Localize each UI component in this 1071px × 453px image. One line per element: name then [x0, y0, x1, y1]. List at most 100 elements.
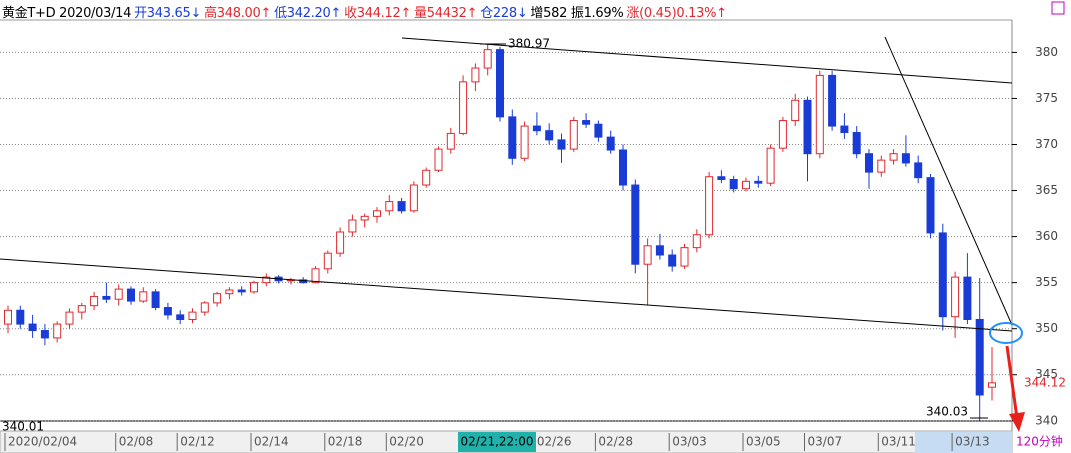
plot-layer: 340 345 350 355 360 365 370 375 380 2020/02/04 02/… [0, 43, 1058, 451]
candle-body [692, 234, 701, 249]
candle-body [668, 254, 677, 267]
y-tick-label: 340 [1035, 413, 1058, 427]
candle-body [114, 288, 123, 300]
candle-body [200, 302, 209, 313]
candle-body [397, 201, 406, 212]
candle-body [889, 153, 898, 161]
candle-body [262, 276, 271, 284]
y-tick-label: 350 [1035, 321, 1058, 335]
candle-body [508, 116, 517, 159]
header-segment: 仓228↓ [480, 6, 528, 21]
candle-body [778, 120, 787, 149]
candle-body [631, 184, 640, 265]
x-tick-label: 2020/02/04 [8, 435, 77, 449]
candle-body [901, 153, 910, 164]
cursor-date-box [458, 432, 536, 452]
candle-body [434, 148, 443, 171]
candle-body [828, 74, 837, 127]
x-tick-label: 02/18 [328, 435, 363, 449]
candle-body [385, 201, 394, 212]
candle-body [53, 323, 62, 339]
candle-body [975, 318, 984, 396]
x-tick-label: 03/07 [808, 435, 843, 449]
selection-range [915, 432, 1012, 453]
candle-body [311, 268, 320, 284]
candle-body [4, 309, 12, 325]
trend-line [0, 258, 1013, 332]
candle-body [729, 178, 738, 190]
bottom-value: 340.01 [2, 420, 44, 434]
candle-body [446, 132, 455, 150]
header-segment: 量54432↑ [414, 6, 478, 21]
header-segment: 增582 振1.69% [530, 6, 624, 21]
header-segment: 高348.00↑ [204, 6, 272, 21]
candle-body [619, 149, 627, 186]
x-tick-label: 02/08 [119, 435, 154, 449]
y-tick-label: 375 [1035, 91, 1058, 105]
candle-body [680, 247, 689, 267]
candle-body [963, 276, 972, 320]
candle-body [90, 295, 99, 307]
candle-body [139, 291, 148, 302]
last-price: 344.12 [1024, 376, 1066, 390]
x-tick-label: 02/14 [254, 435, 289, 449]
candle-body [237, 289, 246, 293]
candle-body [28, 323, 37, 332]
header-segment: 低342.20↑ [274, 6, 342, 21]
x-tick-label: 03/13 [955, 435, 990, 449]
trend-line [401, 37, 1013, 84]
candle-body [225, 289, 234, 295]
candle-body [459, 81, 468, 134]
candle-body [188, 311, 197, 320]
candle-body [766, 147, 775, 184]
candle-body [951, 276, 960, 318]
candle-body [102, 295, 111, 300]
candle-body [988, 382, 996, 388]
candle-body [705, 176, 714, 236]
candle-body [348, 219, 357, 233]
x-tick-label: 03/11 [881, 435, 916, 449]
cursor-date: 02/21,22:00 [461, 435, 534, 449]
candle-body [422, 169, 431, 186]
candle-body [163, 307, 172, 316]
x-tick-label: 03/03 [672, 435, 707, 449]
arrow-head [1009, 412, 1025, 432]
candle-body [483, 49, 492, 69]
candle-body [471, 67, 480, 83]
candle-body [643, 245, 652, 265]
header-segment: 开343.65↓ [134, 6, 202, 21]
peak-label: 380.97 [508, 37, 550, 51]
highlight-circle [989, 322, 1023, 344]
arrow-shaft [1005, 345, 1019, 419]
x-tick-label: 02/26 [537, 435, 572, 449]
trough-label: 340.03 [926, 405, 968, 419]
x-tick-label: 02/12 [180, 435, 215, 449]
candle-body [865, 153, 873, 173]
y-tick-label: 370 [1035, 137, 1058, 151]
candle-body [213, 293, 222, 304]
candle-body [496, 49, 504, 118]
candle-body [65, 311, 74, 325]
header-segment: 黄金T+D 2020/03/14 [2, 6, 132, 21]
candle-body [582, 120, 591, 125]
x-tick-label: 03/05 [746, 435, 781, 449]
candle-body [594, 123, 603, 138]
y-tick-label: 365 [1035, 183, 1058, 197]
candle-body [803, 99, 812, 155]
candle-body [360, 215, 369, 221]
period-label[interactable]: 120分钟 [1016, 434, 1063, 449]
candle-body [16, 309, 25, 325]
candle-body [840, 125, 849, 134]
header-segment: 涨(0.45)0.13%↑ [626, 6, 727, 21]
candle-body [938, 232, 947, 318]
candle-body [151, 291, 160, 309]
candle-body [250, 282, 258, 293]
window-icon[interactable] [1051, 1, 1065, 15]
candle-body [77, 305, 86, 313]
candle-body [532, 125, 541, 132]
candle-body [409, 184, 418, 212]
candle-body [40, 330, 49, 339]
candle-body [926, 177, 935, 234]
